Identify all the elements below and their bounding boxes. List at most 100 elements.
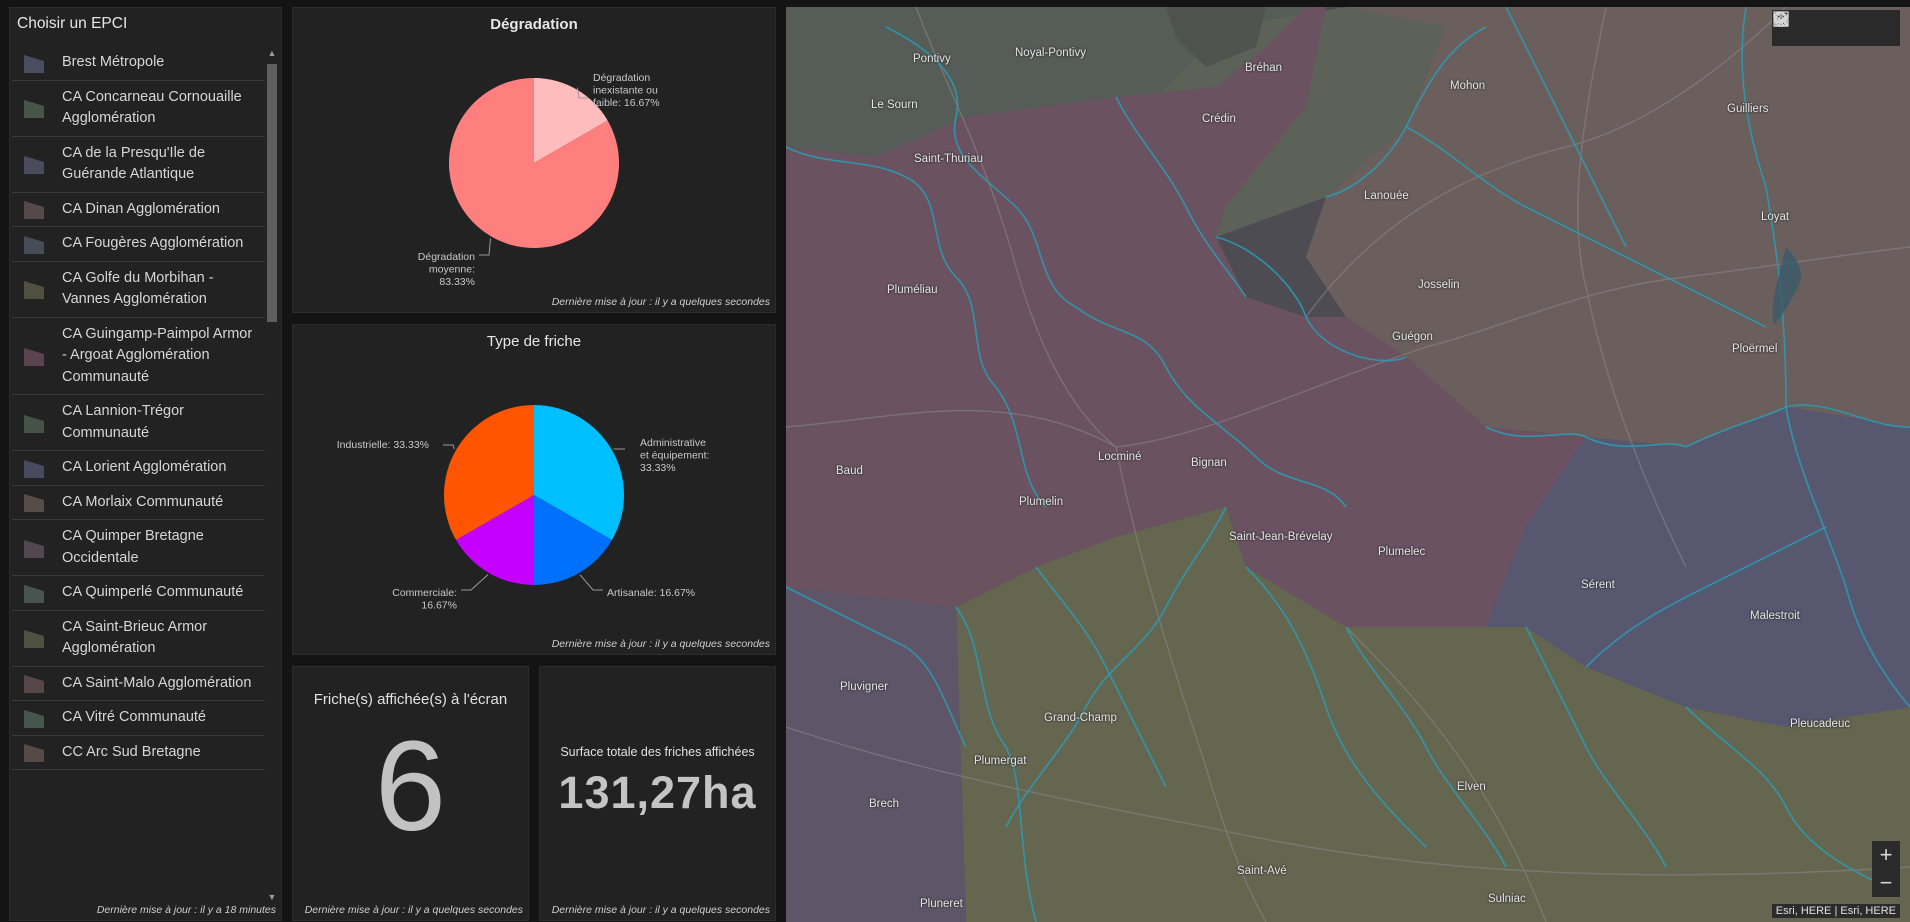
pie-slice-label: Industrielle: 33.33% — [337, 439, 429, 451]
epci-list-item-label: CA Dinan Agglomération — [62, 200, 220, 217]
count-indicator-updated: Dernière mise à jour : il y a quelques s… — [304, 904, 523, 916]
epci-list-item-label: CA Vitré Communauté — [62, 709, 206, 725]
epci-list-item[interactable]: CA Guingamp-Paimpol Armor - Argoat Agglo… — [12, 318, 265, 395]
epci-list-item[interactable]: Brest Métropole — [12, 46, 265, 81]
pie-slice-label: Commerciale: 16.67% — [392, 587, 457, 612]
basemap-gallery-button[interactable] — [1773, 11, 1894, 41]
pie-slice[interactable] — [534, 495, 612, 585]
epci-list-item[interactable]: CA Vitré Communauté — [12, 701, 265, 736]
map-label: Plumergat — [974, 755, 1027, 767]
epci-list-panel: Choisir un EPCI Brest Métropole CA Concar… — [9, 7, 282, 921]
epci-list-updated: Dernière mise à jour : il y a 18 minutes — [96, 904, 276, 916]
surface-indicator-title: Surface totale des friches affichées — [560, 745, 755, 759]
map-toolbar — [1772, 10, 1900, 46]
pie-slice[interactable] — [449, 77, 619, 248]
map-attribution[interactable]: Esri, HERE | Esri, HERE — [1771, 904, 1900, 918]
pie-slice[interactable] — [444, 405, 534, 540]
map-label: Lanouée — [1364, 190, 1409, 202]
map-label: Pleucadeuc — [1790, 718, 1851, 730]
map-label: Malestroit — [1750, 610, 1800, 622]
polygon-swatch-icon — [24, 492, 44, 513]
basemap-gallery-icon — [1773, 11, 1789, 27]
map-region-locmine — [786, 7, 1486, 607]
map-label: Saint-Avé — [1237, 865, 1287, 877]
map-label: Pluneret — [920, 898, 963, 910]
polygon-swatch-icon — [24, 458, 44, 478]
epci-list-item[interactable]: CA Lannion-Trégor Communauté — [12, 395, 265, 451]
surface-indicator-updated: Dernière mise à jour : il y a quelques s… — [551, 904, 770, 916]
map-label: Saint-Jean-Brévelay — [1229, 531, 1333, 543]
pie-slice-label: Artisanale: 16.67% — [607, 587, 695, 599]
pie-leader-line — [443, 444, 455, 450]
map-label: Sulniac — [1488, 893, 1526, 905]
map-region-malestroit — [1486, 407, 1910, 727]
zoom-in-button[interactable]: + — [1879, 842, 1893, 867]
polygon-swatch-icon — [24, 742, 44, 763]
count-indicator-value: 6 — [374, 715, 447, 858]
epci-list-item[interactable]: CA Lorient Agglomération — [12, 451, 265, 486]
polygon-swatch-icon — [24, 199, 44, 220]
epci-list-item[interactable]: CA Fougères Agglomération — [12, 227, 265, 262]
map-label: Saint-Thuriau — [914, 153, 984, 165]
epci-list-item[interactable]: CA Quimperlé Communauté — [12, 576, 265, 611]
list-scrollbar[interactable]: ▲ ▼ — [265, 46, 279, 904]
zoom-control: + − — [1872, 841, 1900, 897]
polygon-swatch-icon — [24, 346, 44, 366]
scroll-down-icon[interactable]: ▼ — [267, 892, 277, 902]
map-label: Elven — [1457, 781, 1486, 793]
epci-list-item-label: CA Fougères Agglomération — [62, 235, 244, 251]
pie-slice[interactable] — [534, 78, 608, 163]
pie-slice[interactable] — [534, 405, 624, 540]
pie-slice-label: Dégradation inexistante ou faible: 16.67% — [593, 72, 660, 109]
degradation-chart-title: Dégradation — [490, 16, 578, 33]
map-label: Mohon — [1450, 80, 1486, 92]
degradation-chart-updated: Dernière mise à jour : il y a quelques s… — [551, 296, 770, 308]
epci-list-title: Choisir un EPCI — [17, 15, 128, 32]
map-label: Plumelec — [1378, 546, 1426, 558]
degradation-chart-panel: Dégradation Dégradation inexistante ou fai… — [292, 7, 776, 313]
pie-leader-line — [577, 87, 589, 99]
polygon-swatch-icon — [24, 538, 44, 558]
epci-list[interactable]: Brest Métropole CA Concarneau Cornouaille… — [12, 46, 265, 902]
epci-list-item[interactable]: CA Saint-Brieuc Armor Agglomération — [12, 611, 265, 667]
layers-button[interactable] — [1772, 11, 1864, 41]
home-button[interactable] — [1773, 11, 1834, 41]
type-chart-panel: Type de friche Administrative et équipeme… — [292, 324, 776, 655]
epci-list-item-label: CA Morlaix Communauté — [62, 493, 224, 510]
map-label: Sérent — [1581, 579, 1615, 591]
polygon-swatch-icon — [24, 53, 44, 73]
map-canvas[interactable] — [786, 7, 1910, 922]
epci-list-item[interactable]: CA de la Presqu'Ile de Guérande Atlantiq… — [12, 137, 265, 193]
pie-slice-label: Dégradation moyenne: 83.33% — [418, 251, 475, 288]
pie-slice[interactable] — [456, 495, 534, 585]
map-label: Baud — [836, 465, 863, 477]
map-label: Loyat — [1761, 211, 1790, 223]
scrollbar-thumb[interactable] — [267, 64, 277, 322]
map-label: Locminé — [1098, 451, 1142, 463]
surface-indicator-panel: Surface totale des friches affichées 131… — [539, 666, 776, 921]
epci-list-item[interactable]: CA Concarneau Cornouaille Agglomération — [12, 81, 265, 137]
pie-leader-line — [479, 238, 491, 256]
map-region-vannes — [956, 507, 1910, 922]
epci-list-item[interactable]: CA Quimper Bretagne Occidentale — [12, 520, 265, 576]
map-region-top-small — [1166, 7, 1266, 67]
map-label: Guilliers — [1727, 103, 1769, 115]
map-label: Josselin — [1418, 279, 1460, 291]
map-region-ploermel — [1306, 7, 1910, 447]
pie-slice-label: Administrative et équipement: 33.33% — [640, 437, 709, 474]
map-label: Bréhan — [1245, 62, 1283, 74]
epci-list-item[interactable]: CA Morlaix Communauté — [12, 486, 265, 520]
scroll-up-icon[interactable]: ▲ — [267, 48, 277, 58]
epci-list-item[interactable]: CC Arc Sud Bretagne — [12, 736, 265, 770]
polygon-swatch-icon — [24, 413, 44, 433]
epci-list-item[interactable]: CA Golfe du Morbihan - Vannes Agglomérat… — [12, 262, 265, 318]
epci-list-item[interactable]: CA Saint-Malo Agglomération — [12, 667, 265, 701]
polygon-swatch-icon — [24, 234, 44, 254]
zoom-out-button[interactable]: − — [1879, 870, 1893, 895]
epci-list-item-label: CA Lannion-Trégor Communauté — [62, 403, 184, 441]
epci-list-item[interactable]: CA Dinan Agglomération — [12, 193, 265, 227]
map-view[interactable]: Pontivy Noyal-Pontivy Bréhan Mohon Le So… — [786, 7, 1910, 922]
epci-list-item-label: CA Quimperlé Communauté — [62, 584, 244, 600]
map-label: Le Sourn — [871, 99, 918, 111]
pie-leader-line — [579, 574, 603, 591]
